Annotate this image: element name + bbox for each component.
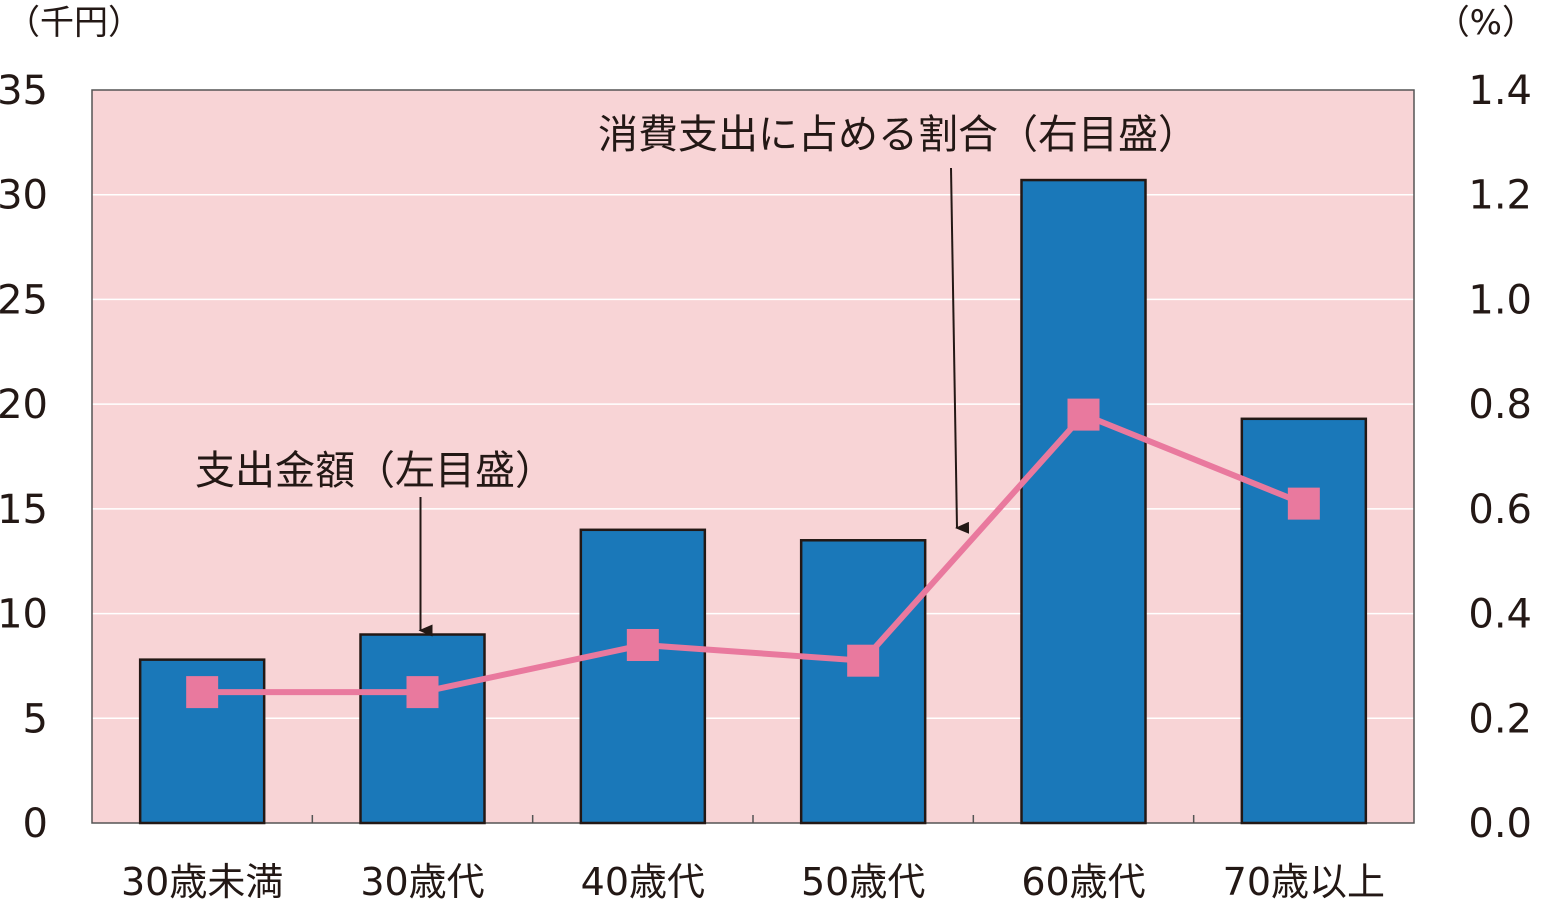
y-right-tick-label: 0.8 bbox=[1468, 382, 1532, 428]
ratio-marker bbox=[186, 676, 219, 709]
ratio-line bbox=[202, 411, 1305, 696]
x-category-label: 50歳代 bbox=[801, 860, 925, 904]
series-layer bbox=[138, 178, 1368, 825]
axes: 0 0.0 5 0.2 10 0.4 15 0.6 20 0.8 25 1.0 30 1.2 35 1.4 30… bbox=[0, 68, 1532, 904]
y-left-tick-label: 30 bbox=[0, 173, 48, 219]
right-axis-unit: （%） bbox=[1436, 3, 1536, 43]
ratio-marker bbox=[1287, 487, 1320, 520]
annotation-arrow-right bbox=[950, 167, 970, 534]
x-category-label: 40歳代 bbox=[581, 860, 705, 904]
y-right-tick-label: 0.0 bbox=[1468, 801, 1532, 847]
annotation-label-right: 消費支出に占める割合（右目盛） bbox=[598, 112, 1198, 158]
y-left-tick-label: 35 bbox=[0, 68, 48, 114]
ratio-marker bbox=[626, 628, 659, 661]
bar bbox=[1020, 178, 1147, 825]
y-left-tick-label: 10 bbox=[0, 592, 48, 638]
x-category-label: 60歳代 bbox=[1021, 860, 1145, 904]
annotations: 支出金額（左目盛） 消費支出に占める割合（右目盛） bbox=[195, 112, 1198, 637]
ratio-marker bbox=[847, 644, 880, 677]
ratio-marker bbox=[1067, 398, 1100, 431]
x-category-label: 30歳未満 bbox=[121, 860, 283, 904]
x-category-label: 30歳代 bbox=[360, 860, 484, 904]
y-right-tick-label: 1.0 bbox=[1468, 277, 1532, 323]
x-category-label: 70歳以上 bbox=[1223, 860, 1385, 904]
y-left-tick-label: 25 bbox=[0, 277, 48, 323]
y-right-tick-label: 0.4 bbox=[1468, 592, 1532, 638]
bar bbox=[799, 539, 927, 825]
y-left-tick-label: 20 bbox=[0, 382, 48, 428]
bar bbox=[579, 528, 707, 825]
bar bbox=[359, 633, 486, 825]
y-right-tick-label: 1.4 bbox=[1468, 68, 1532, 114]
ratio-marker bbox=[406, 676, 439, 709]
y-left-tick-label: 5 bbox=[23, 696, 48, 742]
y-right-tick-label: 0.2 bbox=[1468, 696, 1532, 742]
y-left-tick-label: 0 bbox=[23, 801, 48, 847]
bar bbox=[1240, 417, 1368, 825]
y-left-tick-label: 15 bbox=[0, 487, 48, 533]
left-axis-unit: （千円） bbox=[6, 3, 142, 43]
annotation-label-left: 支出金額（左目盛） bbox=[195, 448, 555, 494]
y-right-tick-label: 0.6 bbox=[1468, 487, 1532, 533]
y-right-tick-label: 1.2 bbox=[1468, 173, 1532, 219]
